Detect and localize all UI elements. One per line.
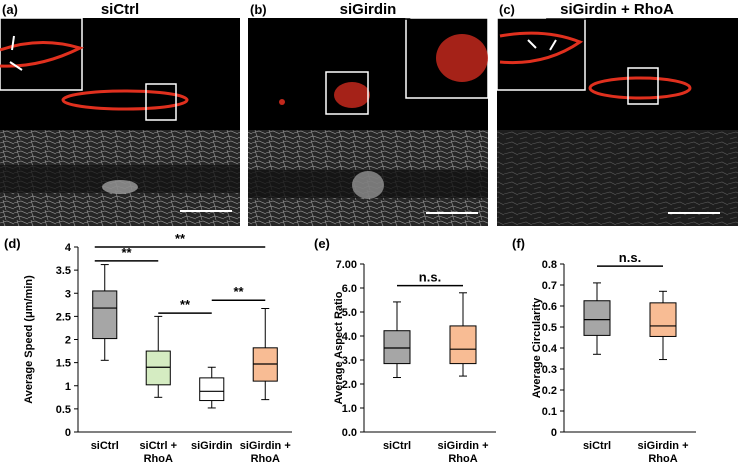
y-tick-label: 3 xyxy=(65,288,71,300)
box xyxy=(92,290,118,340)
y-tick-label: 0 xyxy=(65,427,71,439)
x-tick-label: siCtrl + RhoA xyxy=(139,440,178,465)
y-tick-label: 0.4 xyxy=(542,343,558,355)
significance-label: ** xyxy=(175,231,186,246)
y-tick-label: 4 xyxy=(65,242,72,254)
box xyxy=(145,350,171,386)
y-tick-label: 0.5 xyxy=(542,322,557,334)
y-tick-label: 7.00 xyxy=(336,259,357,271)
y-tick-label: 2.5 xyxy=(56,311,71,323)
micrograph-c xyxy=(496,17,738,226)
y-tick-label: 0.8 xyxy=(542,259,557,271)
y-tick-label: 0.0 xyxy=(342,427,357,439)
y-tick-label: 0.2 xyxy=(542,385,557,397)
x-tick-label: siGirdin + RhoA xyxy=(239,440,291,465)
y-tick-label: 2.0 xyxy=(342,379,357,391)
box xyxy=(449,325,477,365)
y-tick-label: 0.6 xyxy=(542,301,557,313)
y-tick-label: 0.1 xyxy=(542,406,557,418)
x-tick-label: siCtrl xyxy=(582,440,612,452)
y-tick-label: 5.0 xyxy=(342,307,357,319)
micrograph-a xyxy=(0,17,240,226)
x-tick-label: siGirdin + RhoA xyxy=(637,440,689,465)
y-tick-label: 2 xyxy=(65,335,71,347)
y-tick-label: 6.0 xyxy=(342,283,357,295)
y-tick-label: 1.5 xyxy=(56,358,71,370)
y-tick-label: 0.7 xyxy=(542,280,557,292)
x-tick-label: siCtrl xyxy=(382,440,412,452)
significance-label: ** xyxy=(180,297,191,312)
panel-label: (d) xyxy=(4,236,21,251)
significance-label: ** xyxy=(121,245,132,260)
panel-label: (b) xyxy=(250,2,267,17)
panel-title: siCtrl xyxy=(101,1,139,18)
panel-title: siGirdin + RhoA xyxy=(560,1,674,18)
y-tick-label: 0.3 xyxy=(542,364,557,376)
x-tick-label: siCtrl xyxy=(90,440,119,452)
panel-label: (e) xyxy=(314,236,330,251)
panel-label: (c) xyxy=(499,2,515,17)
box xyxy=(649,302,677,337)
box xyxy=(383,330,411,365)
y-tick-label: 1.0 xyxy=(342,403,357,415)
box xyxy=(583,300,611,336)
significance-label: n.s. xyxy=(419,270,441,285)
x-tick-label: siGirdin xyxy=(190,440,233,452)
y-tick-label: 1 xyxy=(65,381,71,393)
panel-title: siGirdin xyxy=(340,1,397,18)
y-tick-label: 3.0 xyxy=(342,355,357,367)
x-tick-label: siGirdin + RhoA xyxy=(437,440,489,465)
y-tick-label: 3.5 xyxy=(56,265,71,277)
significance-label: n.s. xyxy=(619,250,641,265)
panel-label: (a) xyxy=(2,2,18,17)
y-tick-label: 0 xyxy=(551,427,557,439)
significance-label: ** xyxy=(233,284,244,299)
box xyxy=(199,377,225,402)
micrograph-b xyxy=(248,17,489,226)
y-tick-label: 0.5 xyxy=(56,404,71,416)
panel-label: (f) xyxy=(512,236,525,251)
y-tick-label: 4.0 xyxy=(342,331,357,343)
y-axis-label: Average Circularity xyxy=(531,297,543,398)
y-axis-label: Average Aspect Ratio xyxy=(333,291,345,404)
y-axis-label: Average Speed (μm/min) xyxy=(23,275,35,404)
